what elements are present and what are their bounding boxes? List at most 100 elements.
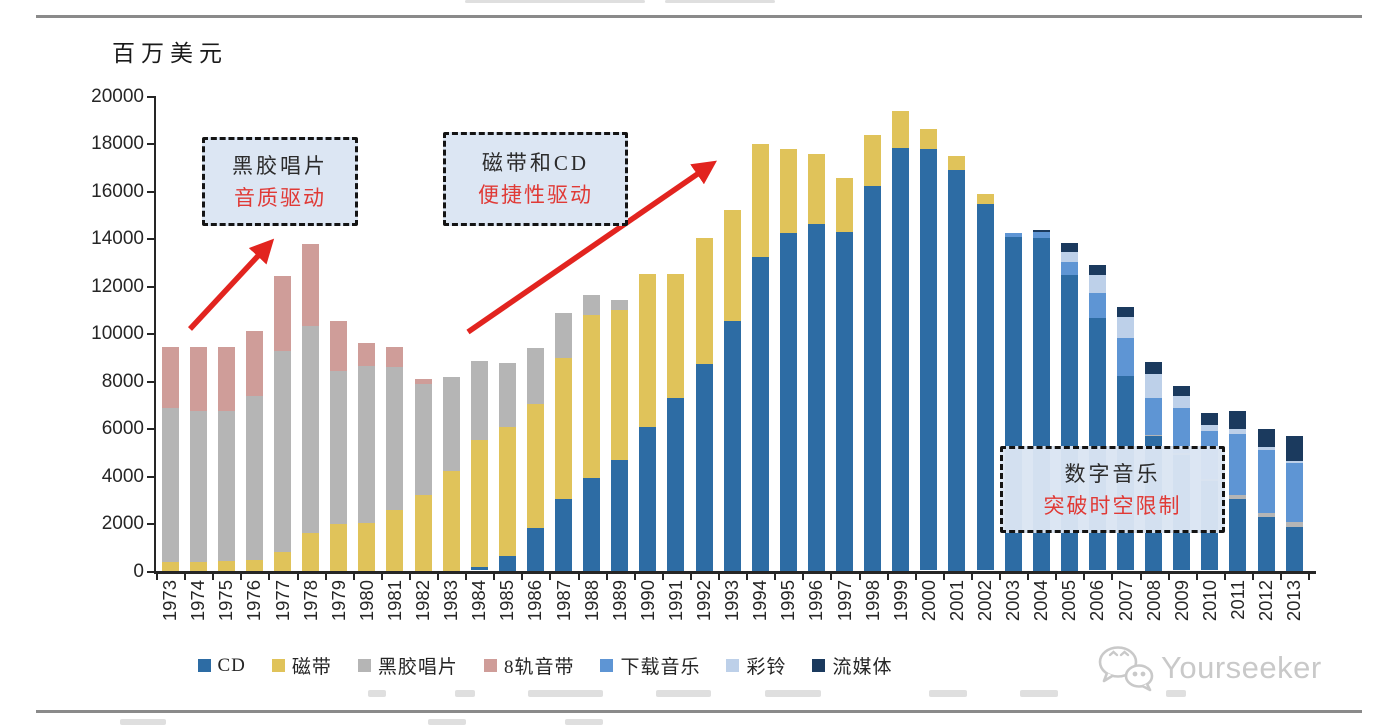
bar-segment-流媒体-2004 — [1032, 230, 1050, 233]
cropped-text-artifact — [765, 690, 821, 697]
y-axis-tick — [147, 570, 155, 573]
x-axis-tick — [774, 574, 777, 580]
x-axis-tick — [746, 574, 749, 580]
bar-segment-磁带-1984 — [470, 440, 488, 568]
y-axis-tick — [147, 523, 155, 525]
bar-segment-8轨音带-1982 — [414, 379, 432, 385]
y-axis-tick-label: 8000 — [101, 370, 144, 392]
cropped-text-artifact — [368, 690, 386, 697]
bar-segment-彩铃-2010 — [1201, 425, 1219, 432]
x-axis-label-1997: 1997 — [833, 580, 855, 622]
cropped-text-artifact — [929, 690, 967, 697]
x-axis-tick — [521, 574, 524, 580]
x-axis-tick — [858, 574, 861, 580]
x-axis-tick — [268, 574, 271, 580]
y-axis-line — [154, 96, 156, 573]
bar-segment-黑胶唱片-1984 — [470, 360, 488, 441]
x-axis-tick — [689, 574, 692, 580]
bar-segment-下载音乐-2008 — [1145, 398, 1163, 435]
bar-segment-CD-2001 — [948, 170, 966, 571]
cropped-text-artifact — [428, 719, 466, 725]
x-axis-tick — [352, 574, 355, 580]
x-axis-label-2004: 2004 — [1030, 580, 1052, 622]
bar-segment-8轨音带-1973 — [161, 347, 179, 408]
y-axis-tick-label: 10000 — [91, 323, 144, 344]
x-axis-tick — [942, 574, 945, 580]
bar-segment-CD-1988 — [583, 477, 601, 571]
x-axis-tick — [408, 574, 411, 580]
x-axis-tick — [493, 574, 496, 580]
bar-segment-黑胶唱片-1985 — [498, 362, 516, 427]
bar-segment-彩铃-2012 — [1257, 447, 1275, 451]
annotation-digital: 数字音乐 突破时空限制 — [1000, 446, 1225, 533]
x-axis-label-1982: 1982 — [412, 580, 433, 622]
legend-swatch — [271, 659, 285, 672]
x-axis-tick — [1139, 574, 1142, 580]
x-axis-tick — [970, 574, 973, 580]
bar-segment-磁带-1981 — [386, 509, 404, 571]
bar-segment-CD-1992 — [695, 363, 713, 571]
legend-label: 下载音乐 — [620, 657, 701, 678]
bar-segment-流媒体-2007 — [1117, 306, 1134, 317]
bar-segment-CD-1996 — [807, 223, 825, 571]
x-axis-label-1978: 1978 — [299, 580, 321, 622]
bar-segment-磁带-1995 — [779, 148, 797, 234]
x-axis-label-2005: 2005 — [1058, 580, 1080, 622]
bar-segment-CD-2000 — [920, 149, 938, 571]
bar-segment-CD-1998 — [864, 185, 882, 571]
x-axis-label-2011: 2011 — [1226, 580, 1248, 620]
x-axis-tick — [914, 574, 917, 580]
bar-segment-磁带-1976 — [245, 559, 263, 571]
x-axis-tick — [1280, 574, 1282, 580]
x-axis-label-1976: 1976 — [243, 580, 265, 622]
cropped-text-artifact — [455, 690, 475, 697]
y-axis-tick-label: 0 — [133, 560, 144, 582]
bar-segment-下载音乐-2004 — [1032, 232, 1050, 238]
bar-segment-彩铃-2009 — [1173, 396, 1191, 408]
y-axis-tick-label: 6000 — [101, 418, 144, 439]
bar-segment-黑胶唱片-1976 — [245, 395, 263, 560]
x-axis-tick — [1251, 574, 1254, 580]
x-axis-label-1999: 1999 — [889, 580, 911, 622]
annotation-vinyl-subtitle: 音质驱动 — [234, 185, 326, 210]
x-axis-label-1975: 1975 — [215, 580, 237, 622]
y-axis-tick-label: 4000 — [101, 465, 144, 487]
bar-segment-CD-1999 — [892, 147, 910, 571]
cropped-text-artifact — [1166, 690, 1186, 697]
x-axis-label-1985: 1985 — [496, 580, 518, 622]
annotation-cassette-cd: 磁带和CD 便捷性驱动 — [443, 132, 628, 226]
legend-item-8轨音带: 8轨音带 — [483, 652, 575, 679]
bar-segment-黑胶唱片-2011 — [1229, 494, 1247, 500]
x-axis-label-1984: 1984 — [468, 580, 490, 622]
y-axis-tick — [147, 95, 155, 98]
x-axis-label-2007: 2007 — [1114, 580, 1136, 622]
watermark: Yourseeker — [1093, 641, 1322, 695]
bar-segment-下载音乐-2013 — [1285, 462, 1303, 523]
bar-segment-磁带-1999 — [892, 111, 910, 148]
bar-segment-流媒体-2005 — [1060, 243, 1078, 252]
bar-segment-CD-1990 — [639, 426, 657, 571]
bar-segment-8轨音带-1979 — [330, 321, 348, 371]
bar-segment-流媒体-2006 — [1088, 265, 1106, 276]
legend-item-下载音乐: 下载音乐 — [600, 652, 700, 679]
bar-segment-磁带-1979 — [330, 524, 348, 571]
y-axis-tick-label: 14000 — [91, 228, 144, 249]
cropped-text-artifact — [528, 690, 603, 697]
bar-segment-8轨音带-1981 — [386, 347, 404, 368]
x-axis-label-1979: 1979 — [327, 580, 349, 622]
annotation-digital-subtitle: 突破时空限制 — [1043, 493, 1182, 518]
x-axis-tick — [184, 574, 187, 580]
x-axis-label-1986: 1986 — [524, 580, 546, 622]
bar-segment-CD-1991 — [667, 398, 685, 571]
bar-segment-CD-1984 — [470, 567, 488, 571]
x-axis-label-2012: 2012 — [1255, 580, 1276, 622]
x-axis-tick — [465, 574, 468, 580]
bar-segment-CD-2011 — [1229, 499, 1247, 571]
bar-segment-磁带-1977 — [274, 551, 291, 571]
legend-item-彩铃: 彩铃 — [726, 652, 786, 679]
bar-segment-黑胶唱片-1986 — [526, 348, 544, 405]
bar-segment-流媒体-2012 — [1257, 429, 1275, 447]
bar-segment-下载音乐-2009 — [1173, 407, 1191, 453]
x-axis-tick — [156, 574, 158, 580]
y-axis-tick — [147, 143, 155, 145]
